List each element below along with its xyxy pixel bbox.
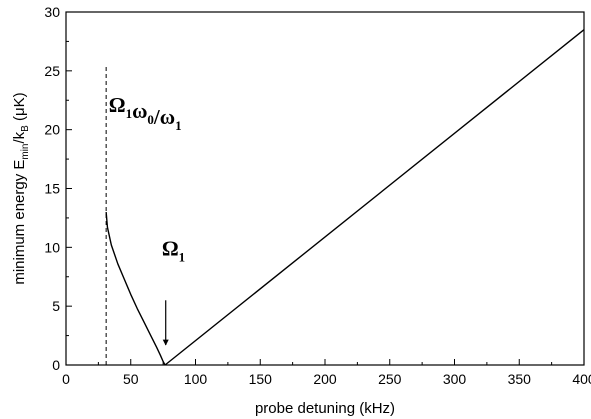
data-series	[105, 29, 585, 366]
x-tick-label: 0	[62, 371, 70, 387]
y-tick-label: 0	[52, 357, 60, 373]
y-tick-label: 10	[44, 239, 60, 255]
annotation-dashed-line: Ω1ω0/ω1	[109, 93, 182, 133]
x-tick-label: 250	[378, 371, 402, 387]
x-axis-title: probe detuning (kHz)	[255, 400, 395, 417]
x-tick-label: 300	[443, 371, 467, 387]
plot-frame	[65, 11, 585, 366]
annotations: Ω1ω0/ω1 Ω1	[109, 93, 185, 346]
y-tick-label: 5	[52, 298, 60, 314]
axis-ticks: 0 50 100 150 200 250 300 350 400 0 5 10 15 20 25 30	[44, 4, 591, 387]
x-tick-label: 350	[508, 371, 532, 387]
y-tick-label: 30	[44, 4, 60, 20]
x-tick-label: 400	[572, 371, 591, 387]
y-tick-label: 25	[44, 63, 60, 79]
x-tick-label: 150	[249, 371, 273, 387]
energy-curve-1	[105, 211, 166, 366]
annotation-minimum: Ω1	[162, 237, 185, 265]
energy-curve-2	[164, 29, 585, 366]
y-axis-title: minimum energy Emin/kB (μK)	[11, 92, 31, 284]
x-tick-label: 200	[313, 371, 337, 387]
y-tick-label: 20	[44, 122, 60, 138]
x-tick-label: 50	[123, 371, 139, 387]
x-tick-label: 100	[184, 371, 208, 387]
y-tick-label: 15	[44, 181, 60, 197]
